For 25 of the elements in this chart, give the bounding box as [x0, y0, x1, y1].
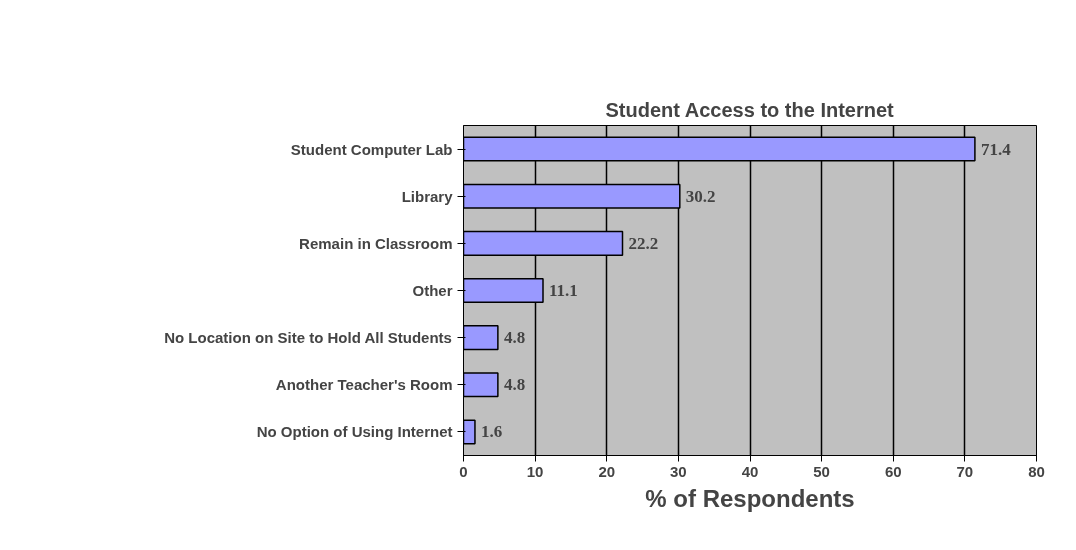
data-label: 4.8	[503, 375, 526, 395]
x-axis-title: % of Respondents	[645, 484, 855, 512]
x-tick-label: 80	[1028, 462, 1045, 480]
data-label: 11.1	[549, 281, 578, 300]
data-label: 4.8	[503, 328, 526, 348]
x-tick-label: 20	[598, 462, 616, 480]
data-label: 30.2	[685, 186, 716, 206]
y-tick-label: Library	[401, 187, 454, 205]
x-tick-label: 60	[884, 462, 902, 480]
x-tick-label: 50	[813, 462, 830, 480]
y-tick-label: No Location on Site to Hold All Students	[164, 329, 452, 347]
y-tick-label: Remain in Classroom	[299, 234, 453, 252]
y-tick-label: Another Teacher's Room	[275, 376, 453, 394]
x-tick-label: 10	[526, 462, 544, 480]
x-tick-label: 40	[741, 462, 759, 480]
y-tick-label: Other	[412, 282, 453, 299]
y-tick-label: No Option of Using Internet	[256, 423, 453, 441]
chart-title: Student Access to the Internet	[605, 98, 895, 121]
data-label: 71.4	[980, 139, 1012, 159]
data-label: 22.2	[628, 233, 659, 253]
x-tick-label: 30	[670, 462, 687, 480]
x-tick-label: 70	[956, 462, 974, 480]
data-label: 1.6	[480, 422, 503, 442]
y-tick-label: Student Computer Lab	[290, 140, 453, 158]
x-tick-label: 0	[459, 462, 468, 480]
